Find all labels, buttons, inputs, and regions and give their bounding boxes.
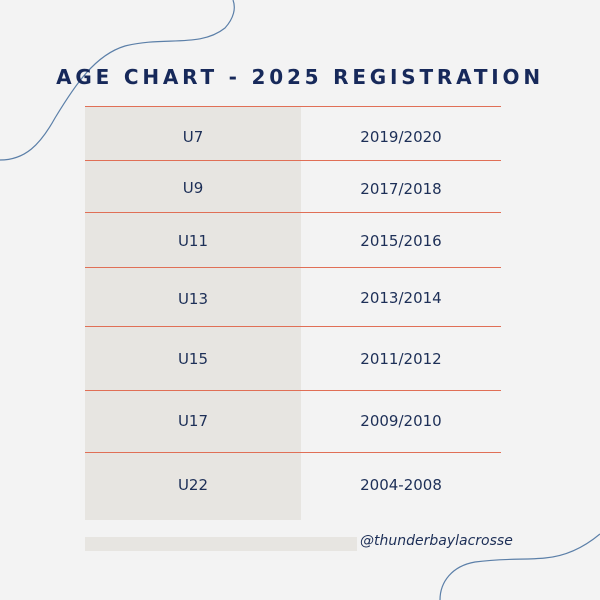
age-cell-u15: U15 <box>177 350 209 368</box>
age-cell-u7: U7 <box>182 128 204 146</box>
footer-bar <box>85 537 357 551</box>
years-cell-u17: 2009/2010 <box>360 412 442 430</box>
page-title: AGE CHART - 2025 REGISTRATION <box>56 65 544 89</box>
years-cell-u22: 2004-2008 <box>360 476 442 494</box>
row-divider <box>85 267 501 268</box>
years-cell-u11: 2015/2016 <box>360 232 442 250</box>
row-divider <box>85 212 501 213</box>
years-cell-u9: 2017/2018 <box>360 180 442 198</box>
age-cell-u9: U9 <box>182 179 204 197</box>
row-divider <box>85 452 501 453</box>
row-divider <box>85 326 501 327</box>
age-cell-u13: U13 <box>177 290 209 308</box>
row-divider <box>85 160 501 161</box>
age-cell-u17: U17 <box>177 412 209 430</box>
row-divider <box>85 106 501 107</box>
social-handle: @thunderbaylacrosse <box>360 533 513 549</box>
age-chart-table: U7 2019/2020 U9 2017/2018 U11 2015/2016 … <box>85 106 501 520</box>
row-divider <box>85 390 501 391</box>
age-column-background <box>85 106 301 520</box>
age-cell-u22: U22 <box>177 476 209 494</box>
age-cell-u11: U11 <box>177 232 209 250</box>
years-cell-u13: 2013/2014 <box>360 289 442 307</box>
years-cell-u15: 2011/2012 <box>360 350 442 368</box>
years-cell-u7: 2019/2020 <box>360 128 442 146</box>
